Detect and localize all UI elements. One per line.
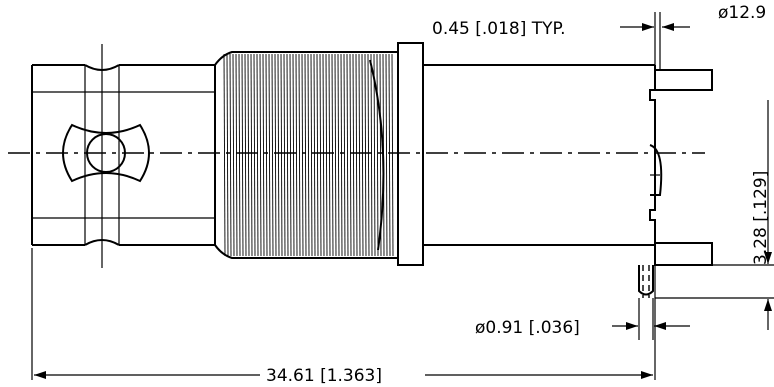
mounting-flange (397, 42, 424, 266)
pin-diameter-dimension (612, 298, 690, 340)
bayonet-body (31, 44, 216, 268)
overall-length-text: 34.61 [1.363] (266, 366, 382, 386)
side-dimension (655, 100, 774, 330)
rear-body (423, 64, 713, 266)
threaded-sleeve (214, 51, 398, 259)
pin-diameter-text: ø0.91 [.036] (475, 318, 580, 338)
side-callout-text: 3.28 [.129] (751, 171, 771, 265)
thread-lines (223, 53, 394, 257)
corner-callout-text: ø12.9 (718, 3, 766, 23)
top-callout-dimension (620, 12, 690, 70)
overall-length-dimension (31, 248, 656, 380)
top-callout-text: 0.45 [.018] TYP. (432, 19, 566, 39)
center-pin (638, 265, 654, 298)
